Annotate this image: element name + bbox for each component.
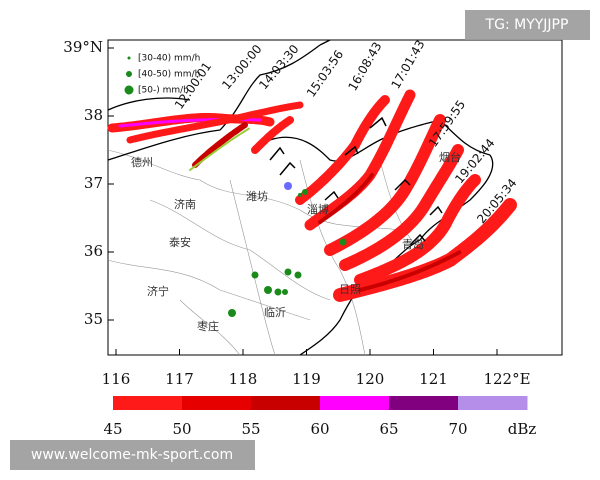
marker: [284, 182, 292, 190]
city-label: 济宁: [147, 284, 169, 298]
city-label: 临沂: [264, 305, 286, 319]
colorbar-tick-label: 45: [103, 420, 122, 438]
lon-tick-label: 119: [292, 370, 321, 388]
watermark-box: [10, 440, 255, 470]
city-label: 泰安: [169, 235, 191, 249]
lon-tick-label: 116: [102, 370, 131, 388]
city-label: 烟台: [439, 150, 461, 164]
lon-tick-label: 122°E: [483, 370, 530, 388]
colorbar-segment: [182, 396, 252, 410]
lat-tick-label: 37: [84, 174, 103, 192]
legend-label: [30-40) mm/h: [138, 54, 200, 64]
rain-points: [228, 189, 347, 317]
wind-barbs: [269, 116, 443, 246]
lon-tick-label: 121: [419, 370, 448, 388]
colorbar-segment: [458, 396, 528, 410]
watermark: www.welcome-mk-sport.com: [31, 447, 233, 463]
legend-label: [40-50) mm/h: [138, 70, 200, 80]
city-label: 枣庄: [197, 319, 219, 333]
lat-tick-label: 38: [84, 106, 103, 124]
lat-tick-label: 35: [84, 310, 103, 328]
lat-tick-label: 36: [84, 242, 103, 260]
watermark-box: [465, 10, 590, 40]
lon-tick-label: 117: [165, 370, 194, 388]
city-label: 潍坊: [246, 189, 268, 203]
city-label: 济南: [174, 197, 196, 211]
colorbar-segment: [251, 396, 321, 410]
colorbar-segment: [389, 396, 459, 410]
map-frame: [107, 39, 563, 356]
colorbar-tick-label: 55: [241, 420, 260, 438]
lon-tick-label: 118: [229, 370, 258, 388]
city-label: 德州: [131, 155, 153, 169]
colorbar-tick-label: 65: [379, 420, 398, 438]
watermark: TG: MYYJJPP: [485, 17, 569, 33]
legend-label: [50-) mm/h: [138, 86, 189, 96]
colorbar-segment: [320, 396, 390, 410]
coastline: [107, 39, 494, 356]
colorbar-segment: [113, 396, 183, 410]
colorbar-tick-label: 50: [172, 420, 191, 438]
colorbar-unit: dBz: [508, 420, 537, 438]
colorbar-tick-label: 60: [310, 420, 329, 438]
city-label: 淄博: [307, 203, 329, 216]
radar-echoes: [107, 89, 517, 302]
colorbar-tick-label: 70: [448, 420, 467, 438]
city-label: 日照: [339, 283, 361, 296]
city-label: 青岛: [402, 237, 424, 251]
lon-tick-label: 120: [356, 370, 385, 388]
legend: [124, 56, 134, 95]
lat-tick-label: 39°N: [63, 38, 103, 56]
